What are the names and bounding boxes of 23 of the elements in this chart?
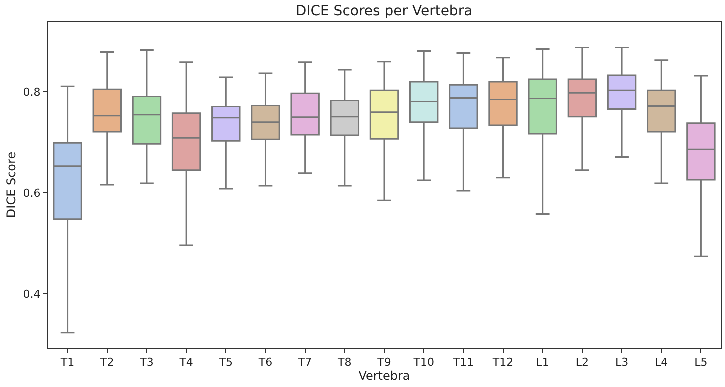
x-tick-label: T1 bbox=[60, 356, 75, 370]
y-tick-label: 0.8 bbox=[23, 86, 41, 99]
x-tick-label: L4 bbox=[655, 356, 668, 370]
x-tick-label: T2 bbox=[100, 356, 114, 370]
x-axis-title: Vertebra bbox=[358, 369, 410, 384]
x-tick-label: T10 bbox=[412, 356, 434, 370]
x-tick-label: T7 bbox=[297, 356, 312, 370]
x-tick-label: L2 bbox=[576, 356, 590, 370]
x-tick-label: L5 bbox=[694, 356, 708, 370]
x-tick-label: T6 bbox=[258, 356, 273, 370]
x-tick-label: T5 bbox=[218, 356, 234, 370]
y-tick-label: 0.6 bbox=[23, 186, 41, 200]
x-tick-label: T9 bbox=[376, 356, 392, 370]
x-tick-label: T8 bbox=[337, 356, 352, 370]
x-tick-label: L3 bbox=[615, 356, 629, 370]
y-tick-label: 0.4 bbox=[23, 288, 41, 301]
chart-title: DICE Scores per Vertebra bbox=[296, 4, 473, 20]
y-axis-title: DICE Score bbox=[4, 152, 19, 218]
x-tick-label: T4 bbox=[178, 356, 194, 370]
x-tick-label: T11 bbox=[452, 356, 474, 370]
x-tick-label: T12 bbox=[492, 356, 514, 370]
x-tick-label: T3 bbox=[139, 356, 154, 370]
x-tick-label: L1 bbox=[536, 356, 550, 370]
